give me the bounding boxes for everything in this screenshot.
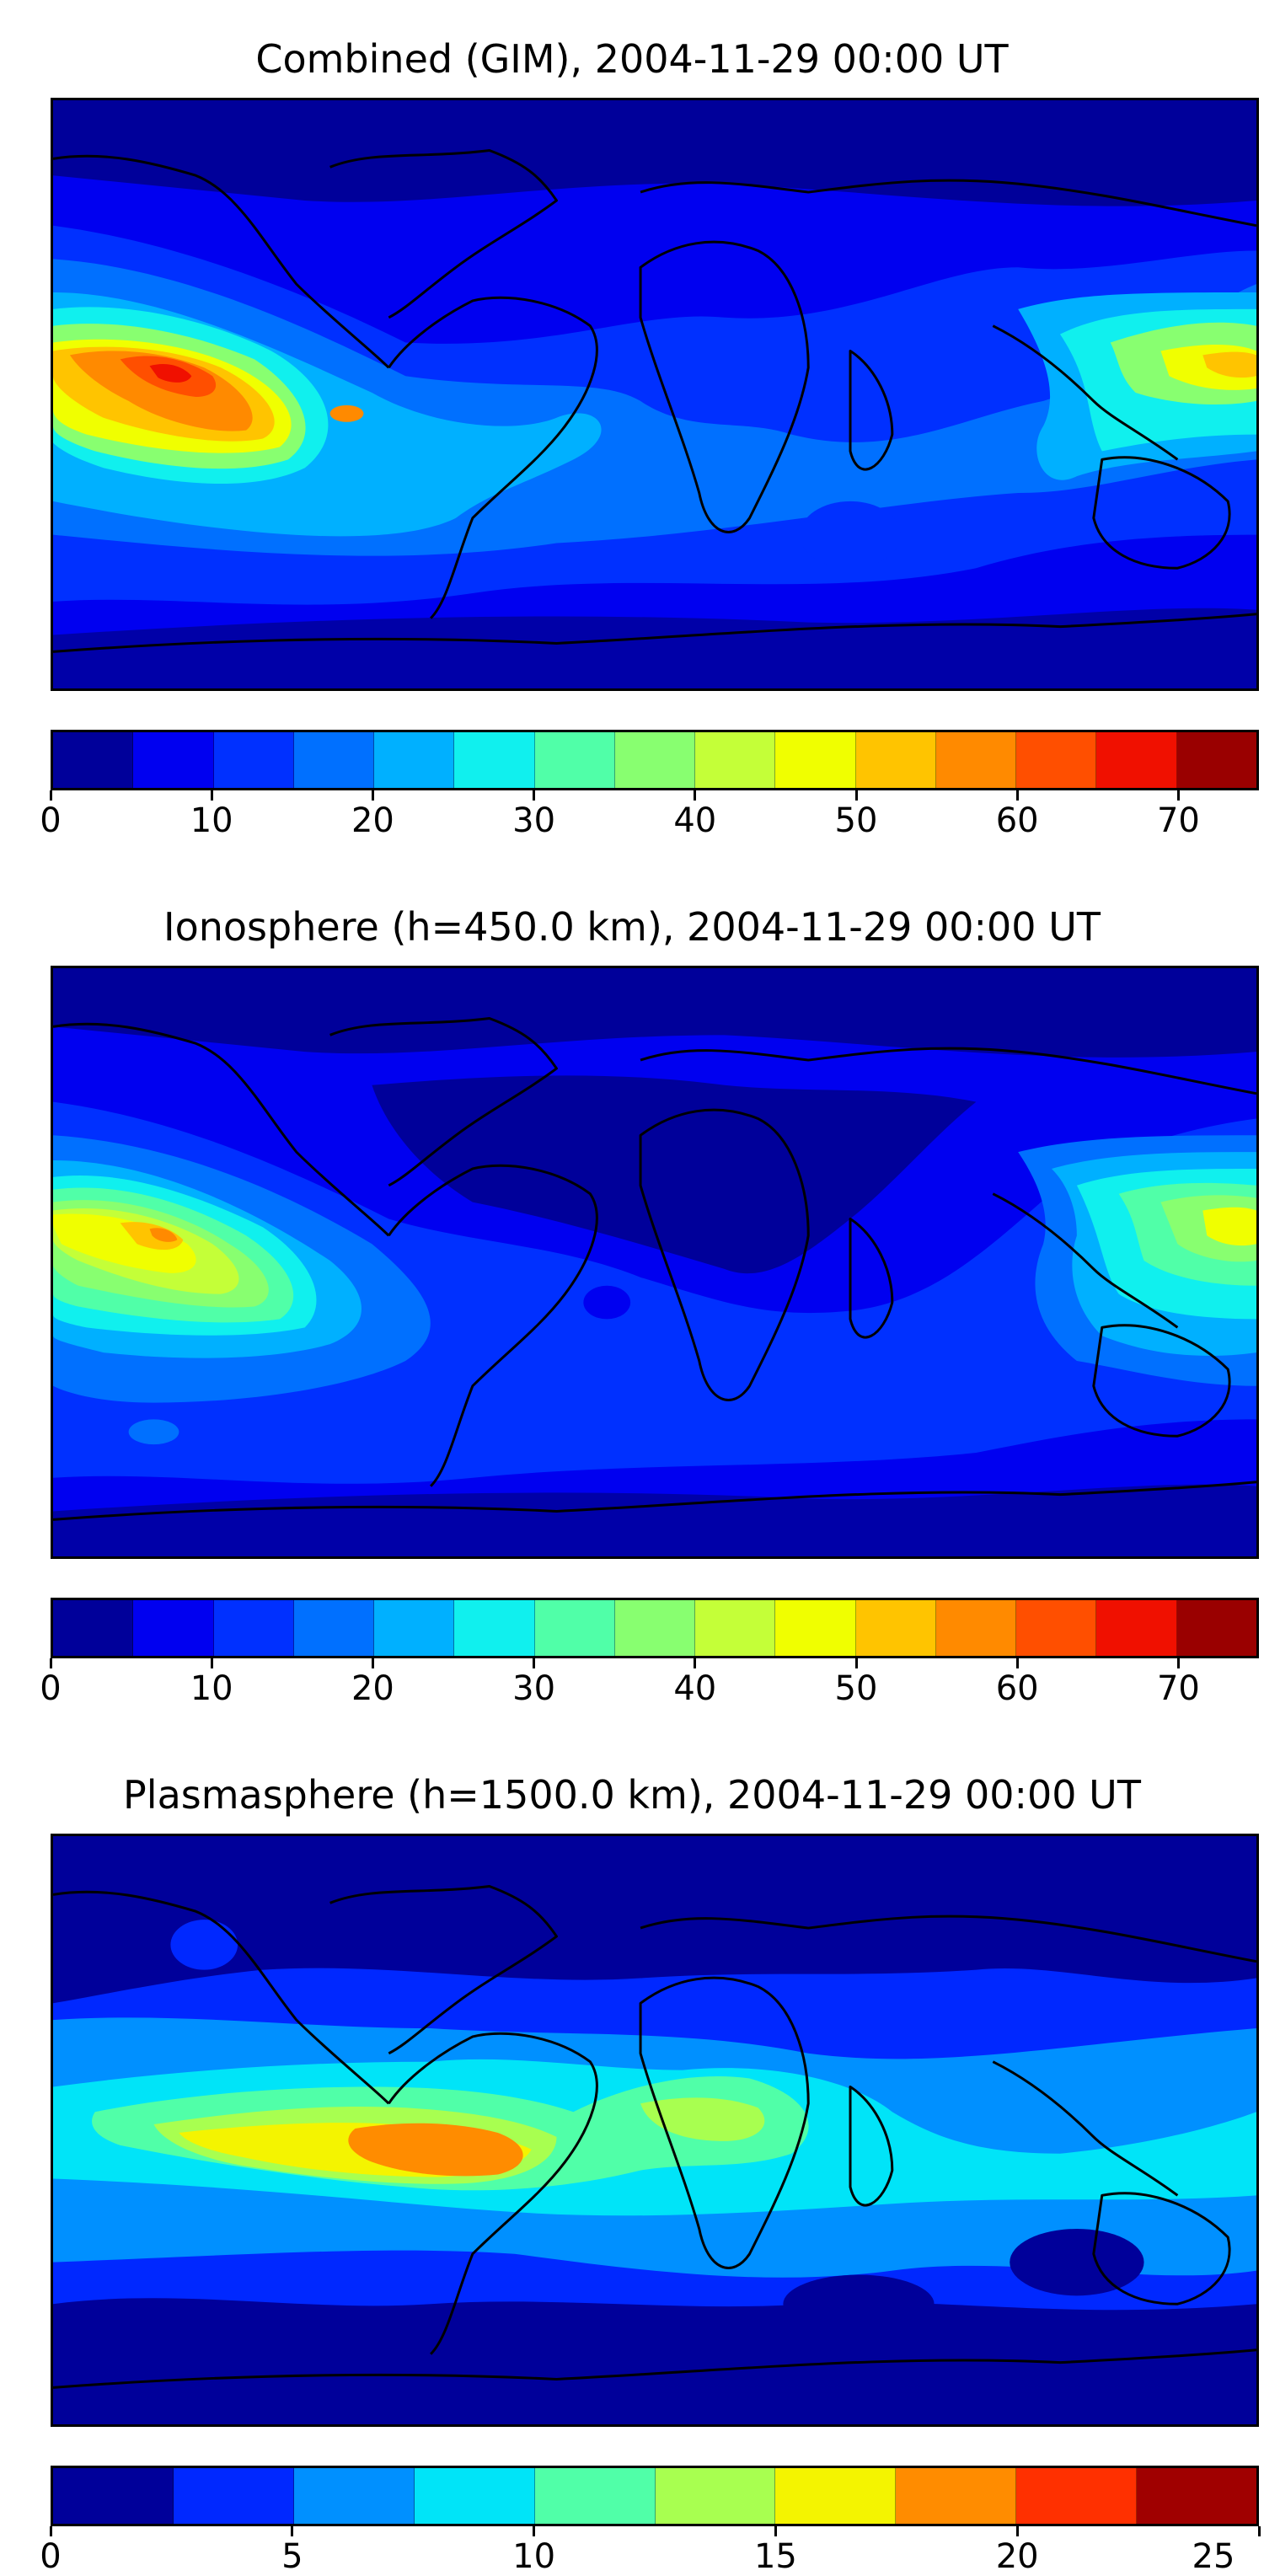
colorbar-segment — [53, 2468, 174, 2524]
colorbar-segment — [855, 1600, 936, 1656]
colorbar-tick-label: 70 — [1156, 801, 1200, 840]
colorbar-segment — [1176, 1600, 1256, 1656]
colorbar-segment — [53, 1600, 134, 1656]
colorbar-tick-label: 0 — [40, 2537, 62, 2576]
colorbar-tick-label: 10 — [190, 1669, 233, 1708]
colorbar-segment — [213, 1600, 294, 1656]
colorbar-segment — [614, 1600, 696, 1656]
map-title: Combined (GIM), 2004-11-29 00:00 UT — [255, 36, 1009, 82]
tec-map — [51, 98, 1259, 691]
colorbar-tick-label: 25 — [1192, 2537, 1235, 2576]
colorbar-segment — [173, 2468, 294, 2524]
colorbar-tick-label: 30 — [512, 801, 556, 840]
colorbar-tick — [49, 790, 52, 801]
colorbar-tick — [1176, 790, 1180, 801]
colorbar-segment — [374, 1600, 455, 1656]
map-title: Plasmasphere (h=1500.0 km), 2004-11-29 0… — [123, 1772, 1141, 1818]
colorbar-segment — [213, 732, 294, 788]
colorbar-tick-label: 20 — [351, 801, 394, 840]
colorbar-tick-label: 40 — [673, 801, 717, 840]
colorbar-tick-label: 20 — [351, 1669, 394, 1708]
tec-map — [51, 1834, 1259, 2427]
coastlines — [53, 1017, 1256, 1521]
colorbar-segment — [614, 732, 696, 788]
colorbar-tick-label: 15 — [753, 2537, 797, 2576]
colorbar-tick — [694, 790, 697, 801]
colorbar-tick-label: 10 — [190, 801, 233, 840]
colorbar-segment — [53, 732, 134, 788]
colorbar — [51, 1598, 1259, 1658]
colorbar-tick-label: 50 — [834, 801, 878, 840]
colorbar-tick — [854, 790, 858, 801]
colorbar-segment — [775, 1600, 856, 1656]
colorbar-tick-label: 40 — [673, 1669, 717, 1708]
colorbar-segment — [293, 2468, 415, 2524]
colorbar-tick — [371, 790, 374, 801]
colorbar-segment — [1096, 1600, 1177, 1656]
colorbar-tick-label: 50 — [834, 1669, 878, 1708]
colorbar-tick-label: 60 — [995, 1669, 1039, 1708]
colorbar-segment — [374, 732, 455, 788]
colorbar-tick — [210, 1658, 213, 1668]
colorbar-tick-label: 0 — [40, 1669, 62, 1708]
colorbar-segment — [1137, 2468, 1256, 2524]
colorbar-segment — [133, 732, 214, 788]
colorbar-segment — [1016, 1600, 1097, 1656]
colorbar-segment — [1016, 732, 1097, 788]
tec-contour-field — [53, 968, 1256, 1556]
colorbar-segment — [454, 732, 535, 788]
colorbar-segment — [655, 2468, 776, 2524]
colorbar-tick — [49, 1658, 52, 1668]
colorbar-tick-label: 20 — [995, 2537, 1039, 2576]
colorbar-segment — [1016, 2468, 1138, 2524]
colorbar — [51, 2466, 1259, 2526]
colorbar-segment — [414, 2468, 535, 2524]
colorbar-tick — [210, 790, 213, 801]
tec-map — [51, 966, 1259, 1559]
colorbar-segment — [534, 2468, 656, 2524]
colorbar-tick — [371, 1658, 374, 1668]
colorbar-tick — [533, 790, 536, 801]
coastlines — [53, 149, 1256, 653]
map-title: Ionosphere (h=450.0 km), 2004-11-29 00:0… — [163, 904, 1101, 950]
colorbar-tick-label: 70 — [1156, 1669, 1200, 1708]
colorbar-tick — [854, 1658, 858, 1668]
colorbar-segment — [293, 1600, 375, 1656]
colorbar-tick — [1176, 1658, 1180, 1668]
colorbar-tick — [1015, 1658, 1019, 1668]
colorbar-tick — [694, 1658, 697, 1668]
colorbar-segment — [133, 1600, 214, 1656]
colorbar-segment — [293, 732, 375, 788]
colorbar-segment — [695, 1600, 776, 1656]
colorbar-segment — [855, 732, 936, 788]
colorbar-segment — [775, 732, 856, 788]
colorbar-tick — [1015, 790, 1019, 801]
colorbar-segment — [534, 1600, 615, 1656]
colorbar-tick — [533, 1658, 536, 1668]
colorbar-segment — [775, 2468, 897, 2524]
colorbar — [51, 730, 1259, 790]
colorbar-tick-label: 10 — [512, 2537, 556, 2576]
colorbar-tick-label: 30 — [512, 1669, 556, 1708]
colorbar-segment — [935, 1600, 1017, 1656]
colorbar-segment — [534, 732, 615, 788]
colorbar-segment — [1176, 732, 1256, 788]
tec-contour-field — [53, 1836, 1256, 2424]
colorbar-segment — [695, 732, 776, 788]
colorbar-tick-label: 0 — [40, 801, 62, 840]
colorbar-segment — [896, 2468, 1017, 2524]
colorbar-segment — [935, 732, 1017, 788]
tec-contour-field — [53, 100, 1256, 688]
colorbar-segment — [1096, 732, 1177, 788]
colorbar-segment — [454, 1600, 535, 1656]
colorbar-tick-label: 5 — [281, 2537, 303, 2576]
colorbar-tick-label: 60 — [995, 801, 1039, 840]
coastlines — [53, 1885, 1256, 2389]
